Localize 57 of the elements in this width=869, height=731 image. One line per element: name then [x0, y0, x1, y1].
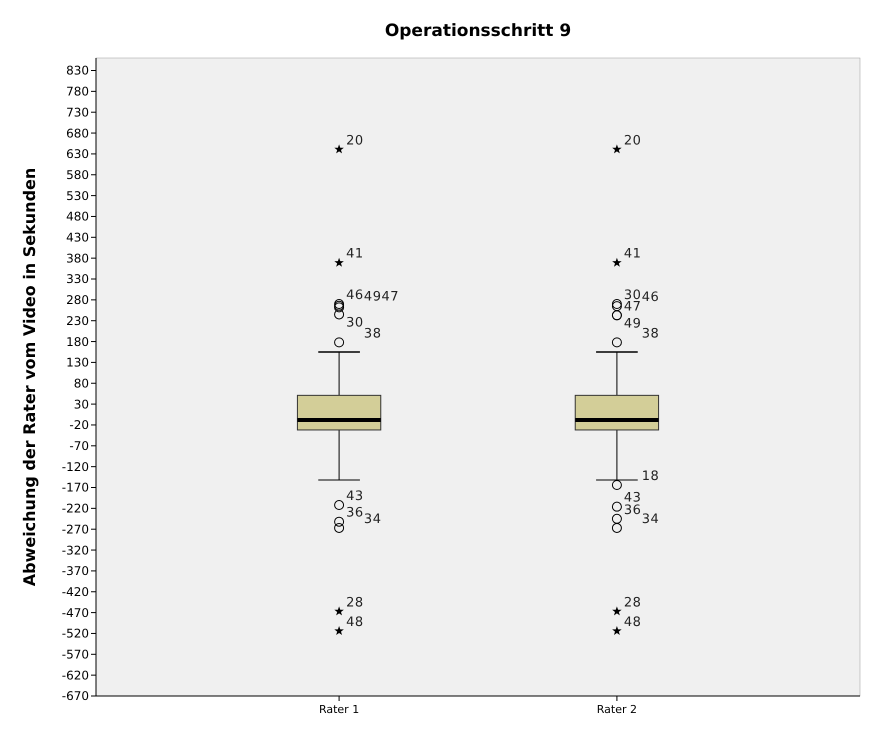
annotation: 34	[364, 512, 382, 527]
annotation: 49	[624, 316, 642, 332]
y-tick-label: 680	[66, 126, 89, 140]
annotation: 34	[642, 512, 660, 527]
y-tick-label: 480	[66, 210, 89, 224]
annotation: 38	[364, 326, 382, 342]
annotation: 48	[346, 614, 364, 630]
y-tick-label: 180	[66, 334, 89, 349]
annotation: 41	[346, 246, 364, 262]
y-tick-label: 530	[66, 188, 89, 203]
y-tick-label: 580	[66, 168, 89, 182]
y-tick-label: -620	[62, 668, 89, 682]
y-tick-label: -20	[69, 418, 89, 432]
y-tick-label: -520	[62, 626, 89, 641]
annotation: 28	[346, 595, 364, 610]
x-tick-label: Rater 2	[596, 703, 638, 716]
y-tick-label: -70	[69, 439, 89, 454]
y-tick-label: 330	[66, 272, 89, 286]
annotation: 46	[642, 290, 660, 306]
y-tick-label: -420	[62, 584, 89, 599]
annotation: 47	[624, 299, 642, 314]
y-tick-label: -220	[62, 502, 89, 516]
y-tick-label: 30	[74, 397, 89, 412]
y-tick-label: -570	[62, 648, 89, 662]
y-tick-label: 230	[66, 314, 89, 328]
y-tick-label: 280	[66, 293, 89, 308]
y-tick-label: -170	[62, 480, 89, 495]
x-tick-label: Rater 1	[318, 703, 360, 716]
annotation: 36	[624, 502, 642, 518]
annotation: 46	[346, 288, 364, 304]
annotation: 41	[624, 246, 642, 262]
y-tick-label: -670	[62, 689, 89, 704]
annotation: 28	[624, 595, 642, 610]
y-tick-label: -470	[62, 606, 89, 620]
y-tick-label: 630	[66, 147, 89, 162]
y-tick-label: 130	[66, 356, 89, 370]
annotation: 20	[346, 133, 364, 148]
y-tick-label: -270	[62, 522, 89, 536]
annotation: 30	[346, 315, 364, 330]
annotation: 43	[346, 489, 364, 504]
y-tick-label: -370	[62, 564, 89, 578]
annotation: 36	[346, 506, 364, 521]
y-tick-label: 780	[66, 84, 89, 99]
annotation: 38	[642, 326, 660, 342]
y-axis-title: Abweichung der Rater vom Video in Sekunden	[20, 168, 39, 586]
chart-title: Operationsschritt 9	[384, 21, 572, 41]
annotation: 48	[624, 614, 642, 630]
y-tick-label: 430	[66, 230, 89, 245]
annotation: 4947	[364, 290, 400, 305]
y-tick-label: 80	[74, 376, 89, 390]
annotation: 20	[624, 133, 642, 148]
y-tick-label: -120	[62, 460, 89, 474]
y-tick-label: 380	[66, 251, 89, 266]
y-tick-label: -320	[62, 543, 89, 558]
y-tick-label: 830	[66, 64, 89, 78]
annotation: 18	[642, 469, 660, 484]
y-tick-label: 730	[66, 105, 89, 120]
